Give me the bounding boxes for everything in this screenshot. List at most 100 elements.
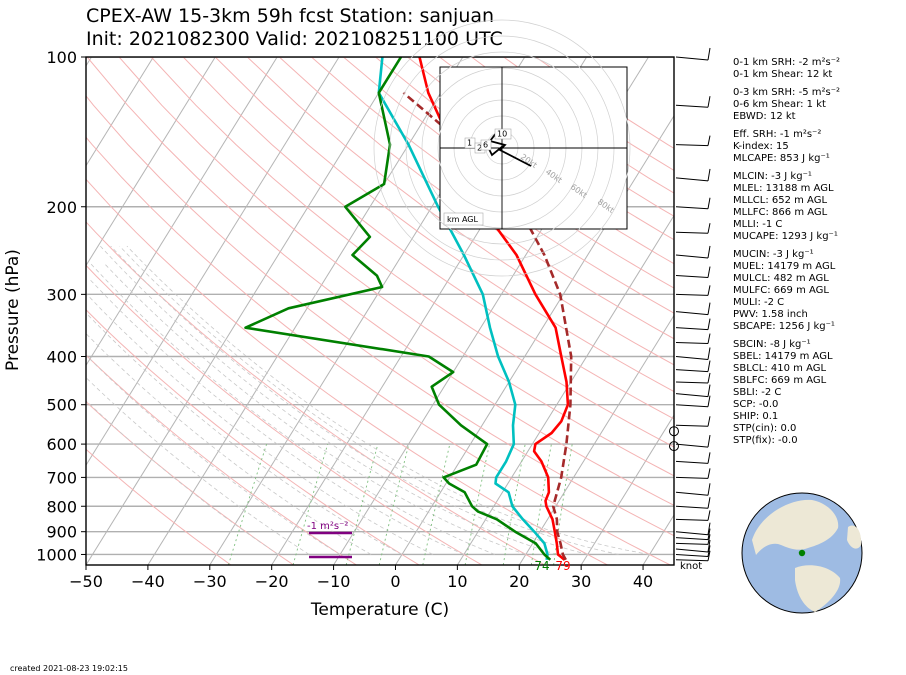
wind-barb-flag [707,135,711,146]
wind-barb-flag [707,168,711,181]
stats-line: STP(fix): -0.0 [733,435,798,446]
mixing-ratio-line [502,444,526,565]
dry-adiabat [246,57,674,366]
mixing-ratio-line [530,444,552,565]
hodograph-height-box [494,128,512,140]
x-tick-label: 30 [571,572,591,591]
stats-line: MLEL: 13188 m AGL [733,183,834,194]
globe-africa [847,525,862,549]
wind-barb-shaft [675,404,709,408]
x-tick-label: 40 [633,572,653,591]
y-tick-label: 500 [46,396,77,415]
globe-map [741,492,863,614]
moist-adiabat [86,400,279,555]
dry-adiabat [86,95,674,537]
dry-adiabat [86,400,294,565]
wind-barb-shaft [675,424,709,427]
wind-barb-flag [707,497,711,509]
wind-barb-shaft [675,476,709,479]
y-tick-label: 800 [46,497,77,516]
wind-barb-shaft [675,518,709,521]
stats-panel: 0-1 km SRH: -2 m²s⁻² 0-1 km Shear: 12 kt 0… [733,57,840,447]
station-marker [798,549,806,557]
moist-adiabat [89,279,465,555]
moist-adiabat [126,245,650,555]
calm-wind-circle [669,426,679,437]
wind-barb-flag [707,372,711,384]
moist-adiabat [103,263,526,555]
hodograph-height-label: 10 [497,130,507,139]
wind-barb-shaft [675,177,709,182]
mixing-ratio-line [378,443,410,565]
globe-north-america [752,499,839,555]
stats-line: MULFC: 669 m AGL [733,285,829,296]
wind-barb-shaft [675,206,709,210]
stats-line: SBCIN: -8 J kg⁻¹ [733,339,811,350]
wind-barb-shaft [675,559,709,562]
hodograph-trace [485,131,532,167]
stats-line: SBCAPE: 1256 J kg⁻¹ [733,321,835,332]
dry-adiabat [214,57,674,393]
wind-barb-shaft [675,393,709,398]
wind-barb-flag [707,545,711,557]
hodograph-height-box [480,139,492,151]
moist-adiabat [86,312,403,555]
dry-adiabat [182,57,674,420]
surface-dewpoint-label: 74 [534,559,549,573]
stats-line: MLCIN: -3 J kg⁻¹ [733,171,812,182]
dewpoint-line [377,57,549,561]
temperature-line [418,57,570,561]
stats-line: SBEL: 14179 m AGL [733,351,833,362]
created-timestamp: created 2021-08-23 19:02:15 [10,664,128,673]
hodograph-height-label: 6 [483,141,488,150]
wind-barb-flag [707,347,711,360]
globe-south-america [795,565,841,612]
dry-adiabat [118,57,674,477]
wind-barb-shaft [675,443,709,448]
wind-barb-shaft [675,460,709,464]
y-tick-label: 900 [46,523,77,542]
dry-adiabat [86,354,357,565]
surface-temperature-label: 79 [555,559,570,573]
y-tick-label: 600 [46,435,77,454]
wind-barb-flag [707,318,711,330]
wind-barb-shaft [675,491,709,496]
stats-line: MUEL: 14179 m AGL [733,261,836,272]
isotherm [456,214,674,565]
wind-barb-shaft [675,56,709,61]
wind-barb-shaft [675,548,709,553]
wind-barb-shaft [675,311,709,316]
moist-adiabat [100,245,557,555]
dry-adiabat [278,57,674,340]
wind-barb-flag [707,245,711,259]
y-tick-label: 1000 [36,545,77,564]
dry-adiabat [86,448,232,565]
plot-frame [85,56,675,566]
wind-barb-flag [707,468,711,479]
isotherm [86,57,402,565]
x-tick-label: −30 [193,572,227,591]
dry-adiabat [86,221,546,565]
stats-line: Eff. SRH: -1 m²s⁻² [733,129,822,140]
hodograph-legend-box [443,212,484,226]
stats-line: MUCAPE: 1293 J kg⁻¹ [733,231,838,242]
moist-adiabat [86,294,434,555]
x-tick-label: 10 [447,572,467,591]
x-tick-label: −50 [69,572,103,591]
stats-line: MULI: -2 C [733,297,785,308]
mixing-ratio-line [464,444,490,565]
moist-adiabat [86,377,310,555]
dry-adiabat [86,136,671,565]
wind-barb-flag [707,96,711,108]
stats-line: MULCL: 482 m AGL [733,273,829,284]
wind-barb-shaft [675,327,709,331]
dry-adiabat [375,57,674,265]
dry-adiabat [86,57,674,506]
x-tick-label: −10 [317,572,351,591]
moist-adiabat [110,245,588,555]
x-tick-label: −20 [255,572,289,591]
x-tick-label: 20 [509,572,529,591]
y-tick-label: 300 [46,285,77,304]
isotherm [147,57,464,565]
